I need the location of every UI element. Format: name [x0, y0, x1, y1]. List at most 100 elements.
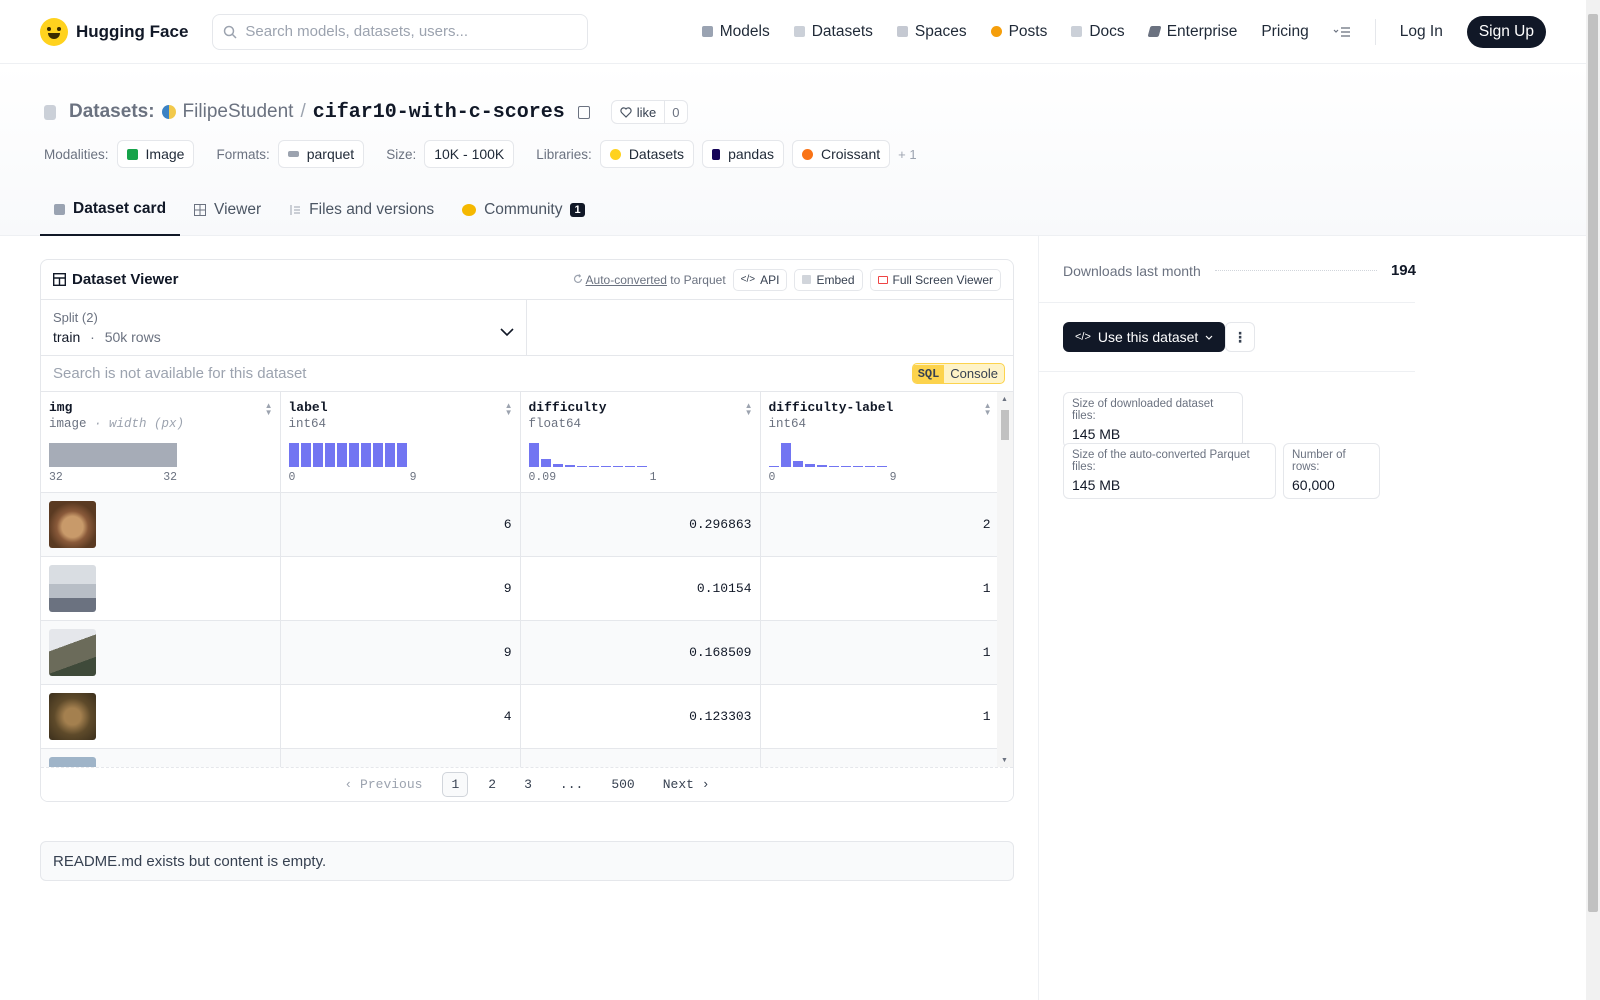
tag-library-croissant[interactable]: Croissant [792, 140, 891, 168]
previous-page-button[interactable]: ‹ Previous [344, 777, 423, 792]
difficulty-cell[interactable]: 0.123303 [520, 684, 761, 749]
axis-min: 0 [768, 471, 776, 484]
login-link[interactable]: Log In [1399, 22, 1443, 40]
stat-row-count: Number of rows: 60,000 [1283, 443, 1380, 499]
stat-label: Number of rows: [1292, 449, 1346, 473]
tab-community[interactable]: Community 1 [448, 184, 599, 236]
nav-docs[interactable]: Docs [1071, 23, 1125, 41]
nav-datasets[interactable]: Datasets [793, 23, 873, 41]
image-cell[interactable] [41, 748, 281, 768]
brand-link[interactable]: Hugging Face [40, 17, 188, 46]
fullscreen-button[interactable]: Full Screen Viewer [869, 268, 1001, 291]
row-image[interactable] [49, 565, 96, 612]
tag-format[interactable]: parquet [277, 140, 365, 168]
nav-enterprise[interactable]: Enterprise [1147, 23, 1237, 41]
tab-files[interactable]: Files and versions [275, 184, 448, 236]
image-cell[interactable] [41, 556, 281, 621]
tab-dataset-card[interactable]: Dataset card [40, 184, 181, 236]
page-500-button[interactable]: 500 [611, 777, 635, 792]
table-scrollbar[interactable]: ▲ ▼ [997, 392, 1013, 768]
sql-console-button[interactable]: SQL Console [911, 363, 1005, 384]
image-cell[interactable] [41, 684, 281, 749]
image-cell[interactable] [41, 492, 281, 557]
tag-library-pandas[interactable]: pandas [702, 140, 784, 168]
row-image[interactable] [49, 757, 96, 768]
sort-icon[interactable]: ▲ ▼ [504, 401, 513, 417]
use-this-dataset-button[interactable]: </> Use this dataset [1063, 322, 1226, 352]
tag-modality[interactable]: Image [116, 140, 195, 168]
sort-icon[interactable]: ▲ ▼ [983, 401, 992, 417]
table-row[interactable]: 6 0.296863 2 [41, 492, 1000, 557]
signup-button[interactable]: Sign Up [1466, 15, 1546, 48]
row-image[interactable] [49, 629, 96, 676]
difficulty-label-cell[interactable]: 2 [760, 492, 1000, 557]
page-1-button[interactable]: 1 [442, 772, 469, 797]
difficulty-label-cell[interactable]: 1 [760, 684, 1000, 749]
label-cell[interactable]: 6 [280, 492, 521, 557]
page-scrollbar-thumb[interactable] [1588, 14, 1598, 912]
owner-link[interactable]: FilipeStudent [182, 101, 294, 122]
downloads-count: 194 [1390, 262, 1416, 279]
column-header-difficulty-label[interactable]: difficulty-label int64 ▲ ▼ 0 9 [760, 392, 1000, 493]
like-button[interactable]: like 0 [610, 100, 688, 124]
difficulty-label-cell[interactable]: 1 [760, 556, 1000, 621]
label-cell[interactable]: 9 [280, 556, 521, 621]
column-type: int64 [768, 417, 807, 431]
tags-row: Modalities: Image Formats: parquet Size:… [44, 140, 917, 168]
sort-icon[interactable]: ▲ ▼ [744, 401, 753, 417]
difficulty-cell[interactable]: 0.296863 [520, 492, 761, 557]
split-dot: · [90, 329, 95, 345]
search-input[interactable]: Search models, datasets, users... [212, 13, 589, 50]
dataset-name-link[interactable]: cifar10-with-c-scores [312, 100, 565, 124]
next-page-button[interactable]: Next › [662, 777, 710, 792]
tab-viewer[interactable]: Viewer [180, 184, 275, 236]
page-3-button[interactable]: 3 [524, 777, 532, 792]
tag-library-datasets[interactable]: Datasets [599, 140, 695, 168]
tag-size[interactable]: 10K - 100K [424, 140, 515, 168]
owner-avatar [161, 105, 176, 119]
viewer-search-input[interactable]: Search is not available for this dataset [53, 365, 307, 382]
difficulty-cell[interactable]: 0.168509 [520, 620, 761, 685]
table-row[interactable]: 9 0.168509 1 [41, 620, 1000, 685]
auto-converted-link[interactable]: Auto-converted [585, 272, 667, 287]
column-type: float64 [528, 417, 582, 431]
community-count-badge: 1 [570, 203, 585, 217]
nav-models[interactable]: Models [701, 23, 770, 41]
page-2-button[interactable]: 2 [488, 777, 497, 792]
api-button[interactable]: </> API [732, 268, 788, 291]
libraries-more[interactable]: + 1 [898, 146, 917, 162]
row-image[interactable] [49, 501, 96, 548]
axis-min: 0.09 [528, 471, 557, 484]
more-options-button[interactable]: ⋮ [1225, 322, 1255, 352]
label-cell[interactable] [280, 748, 521, 768]
datasets-icon [793, 26, 805, 37]
nav-posts[interactable]: Posts [990, 23, 1047, 41]
image-cell[interactable] [41, 620, 281, 685]
embed-button[interactable]: Embed [794, 268, 863, 291]
label-cell[interactable]: 9 [280, 620, 521, 685]
to-parquet-text: to Parquet [670, 272, 726, 287]
difficulty-label-cell[interactable] [760, 748, 1000, 768]
difficulty-cell[interactable]: 0.10154 [520, 556, 761, 621]
split-name: train [53, 329, 81, 345]
table-row[interactable]: 4 0.123303 1 [41, 684, 1000, 749]
sort-icon[interactable]: ▲ ▼ [264, 401, 273, 417]
label-cell[interactable]: 4 [280, 684, 521, 749]
copy-icon[interactable] [577, 105, 590, 119]
difficulty-cell[interactable] [520, 748, 761, 768]
row-image[interactable] [49, 693, 96, 740]
nav-spaces[interactable]: Spaces [896, 23, 967, 41]
nav-pricing[interactable]: Pricing [1261, 23, 1308, 41]
nav-divider [1374, 18, 1376, 45]
axis-max: 9 [889, 471, 897, 484]
more-menu-icon[interactable] [1333, 26, 1351, 38]
column-header-img[interactable]: img image · width (px) ▲ ▼ 32 32 [41, 392, 281, 493]
section-link[interactable]: Datasets: [69, 101, 155, 122]
page-scrollbar[interactable] [1586, 0, 1600, 1000]
difficulty-label-cell[interactable]: 1 [760, 620, 1000, 685]
column-header-label[interactable]: label int64 ▲ ▼ 0 9 [280, 392, 521, 493]
table-row[interactable] [41, 748, 1000, 768]
column-header-difficulty[interactable]: difficulty float64 ▲ ▼ 0.09 1 [520, 392, 761, 493]
table-row[interactable]: 9 0.10154 1 [41, 556, 1000, 621]
split-selector[interactable]: Split (2) train · 50k rows [41, 300, 527, 355]
